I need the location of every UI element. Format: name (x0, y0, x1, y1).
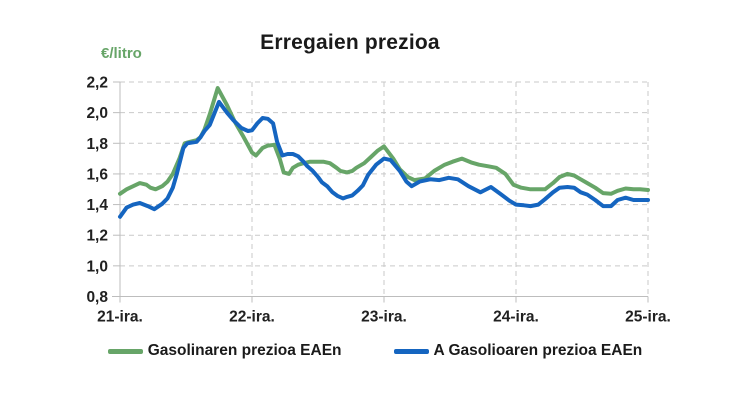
y-axis-tick-label: 1,2 (86, 228, 108, 245)
legend-item-gasoline: Gasolinaren prezioa EAEn (107, 342, 342, 360)
legend-label-gasoline: Gasolinaren prezioa EAEn (147, 342, 342, 359)
y-axis-tick-label: 0,8 (86, 289, 108, 306)
legend-label-diesel: A Gasolioaren prezioa EAEn (433, 342, 643, 359)
y-axis-tick-label: 1,4 (86, 197, 108, 214)
y-axis-unit-label: €/litro (101, 45, 142, 62)
y-axis-tick-label: 1,0 (86, 258, 108, 275)
x-axis-tick-label: 25-ira. (625, 309, 671, 326)
legend-item-diesel: A Gasolioaren prezioa EAEn (393, 342, 643, 360)
y-axis-tick-label: 1,6 (86, 166, 108, 183)
chart-legend: Gasolinaren prezioa EAEn A Gasolioaren p… (0, 342, 750, 360)
x-axis-tick-label: 23-ira. (361, 309, 407, 326)
chart-title: Erregaien prezioa (260, 31, 440, 54)
y-axis-tick-label: 1,8 (86, 136, 108, 153)
x-axis-tick-label: 24-ira. (493, 309, 539, 326)
y-axis-tick-label: 2,0 (86, 105, 108, 122)
x-axis-tick-label: 21-ira. (97, 309, 143, 326)
x-axis-tick-label: 22-ira. (229, 309, 275, 326)
series-line-diesel (118, 99, 650, 219)
diesel-line-swatch (393, 348, 429, 354)
gasoline-line-swatch (107, 348, 143, 354)
y-axis-tick-label: 2,2 (86, 75, 108, 92)
